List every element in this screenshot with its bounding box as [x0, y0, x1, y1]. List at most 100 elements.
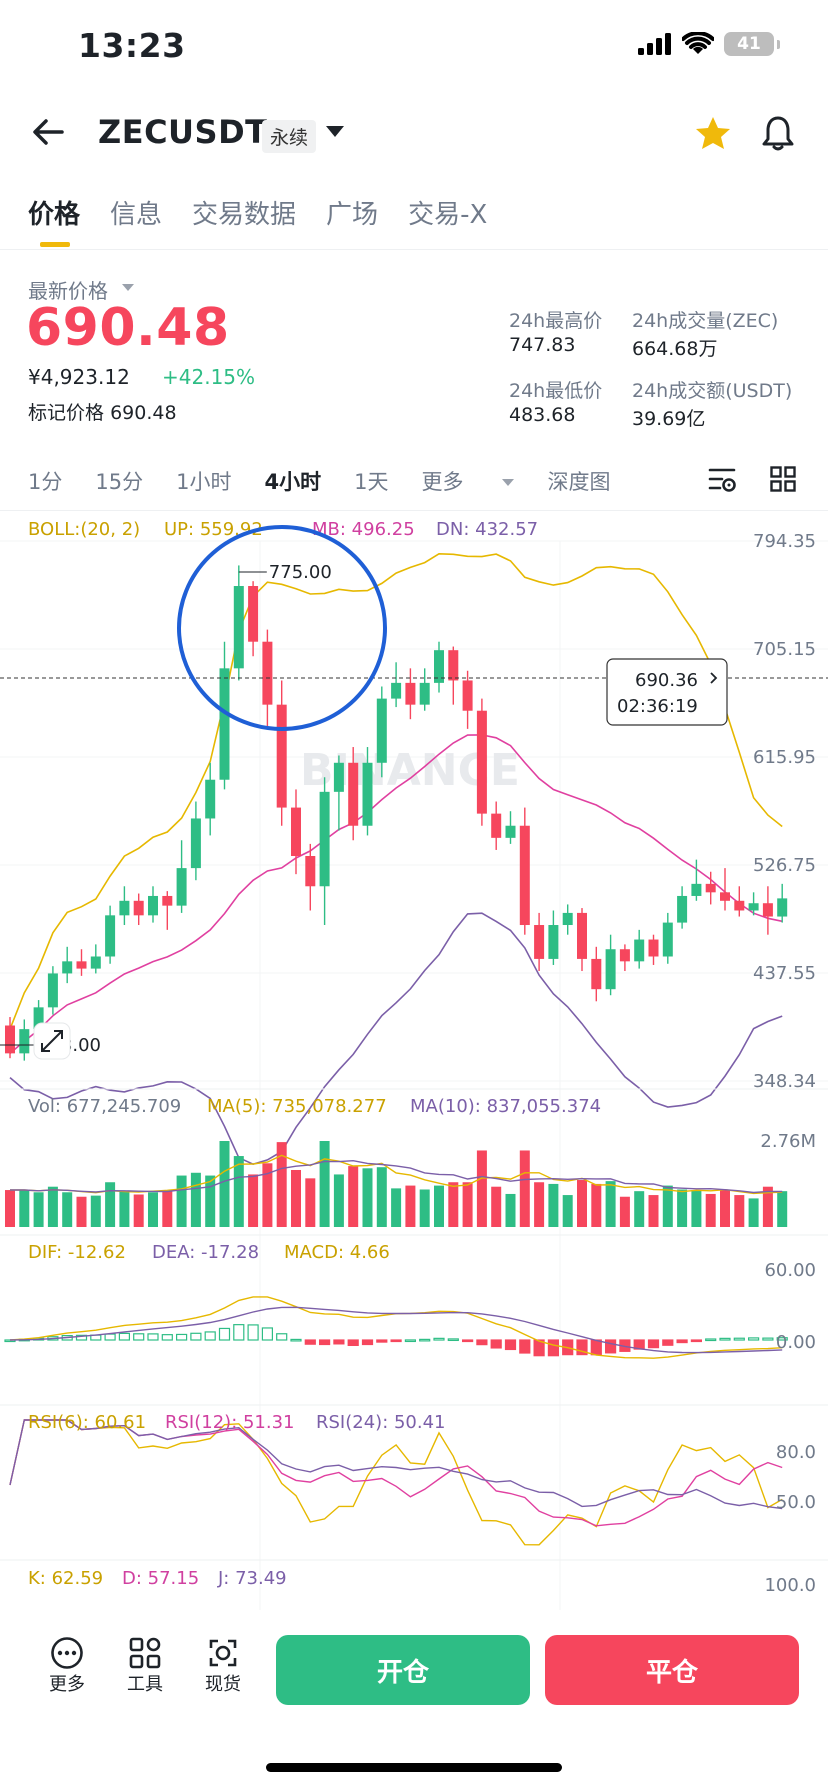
volume-bar — [405, 1185, 416, 1227]
macd-dea-line — [9, 1306, 783, 1354]
macd-histogram-bar — [333, 1339, 345, 1345]
pair-symbol[interactable]: ZECUSDT — [98, 113, 268, 151]
macd-histogram-bar — [161, 1334, 173, 1341]
macd-histogram-bar — [133, 1333, 145, 1341]
tab-square[interactable]: 广场 — [326, 200, 379, 230]
candle-body — [33, 1007, 44, 1030]
layout-grid-icon[interactable] — [770, 466, 796, 492]
main-tabs: 价格 信息 交易数据 广场 交易-X — [28, 194, 487, 231]
star-icon[interactable] — [693, 114, 733, 154]
candle-body — [276, 704, 287, 808]
volume-bar — [705, 1193, 716, 1227]
rsi-6: RSI(6): 60.61 — [28, 1412, 146, 1433]
candle-body — [119, 900, 130, 916]
boll-up: UP: 559.92 — [164, 519, 263, 540]
tab-trading-data[interactable]: 交易数据 — [192, 200, 297, 230]
candle-body — [47, 973, 58, 1008]
interval-1h[interactable]: 1小时 — [176, 470, 232, 494]
candle-body — [319, 791, 330, 887]
close-position-button[interactable]: 平仓 — [545, 1635, 799, 1705]
volume-bar — [677, 1189, 688, 1227]
candle-body — [491, 813, 502, 838]
rsi-12: RSI(12): 51.31 — [165, 1412, 295, 1433]
macd-axis-tick: 60.00 — [764, 1260, 816, 1281]
candle-body — [176, 868, 187, 906]
tab-trade-x[interactable]: 交易-X — [408, 200, 488, 230]
interval-more[interactable]: 更多 — [421, 466, 515, 496]
candle-body — [190, 818, 201, 869]
candle-body — [619, 949, 630, 962]
candle-body — [133, 900, 144, 916]
mark-price-value: 690.48 — [110, 402, 177, 424]
interval-1m[interactable]: 1分 — [28, 470, 63, 494]
candle-body — [262, 641, 273, 705]
chevron-right-icon — [710, 672, 718, 684]
home-indicator — [266, 1763, 562, 1772]
macd-histogram-bar — [747, 1337, 760, 1341]
tools-button[interactable]: 工具 — [120, 1636, 170, 1696]
kline-chart[interactable]: BINANCE BOLL:(20, 2) UP: 559.92 MB: 496.… — [0, 505, 828, 1610]
spot-label: 现货 — [205, 1674, 241, 1695]
macd-histogram-bar — [347, 1339, 359, 1347]
candle-body — [5, 1025, 15, 1054]
tools-label: 工具 — [127, 1674, 163, 1695]
macd-histogram-bar — [376, 1339, 388, 1343]
tab-info[interactable]: 信息 — [110, 200, 163, 230]
volume-bar — [462, 1182, 473, 1227]
volume-bar — [391, 1188, 402, 1227]
last-price-dropdown-icon[interactable] — [122, 284, 134, 291]
interval-1d[interactable]: 1天 — [354, 470, 389, 494]
boll-label: BOLL:(20, 2) — [28, 519, 140, 540]
candle-body — [19, 1029, 30, 1054]
volume-bar — [90, 1195, 101, 1227]
volume-bar — [190, 1172, 201, 1227]
macd-histogram-bar — [462, 1339, 474, 1343]
macd-histogram-bar — [433, 1337, 445, 1341]
candle-body — [476, 710, 487, 814]
macd-histogram-bar — [647, 1339, 660, 1349]
tab-price[interactable]: 价格 — [28, 200, 81, 230]
macd-histogram-bar — [604, 1339, 617, 1354]
active-tab-indicator — [40, 242, 70, 247]
candle-body — [548, 925, 559, 959]
candle-body — [534, 925, 545, 959]
candle-body — [519, 825, 530, 926]
price-axis-tick: 348.34 — [753, 1071, 816, 1092]
volume-bar — [777, 1191, 788, 1227]
candle-body — [634, 939, 645, 962]
macd-dif-line — [9, 1296, 783, 1359]
last-price-label[interactable]: 最新价格 — [28, 279, 108, 303]
wifi-icon — [682, 32, 714, 54]
macd-histogram-bar — [590, 1339, 602, 1356]
boll-mb: MB: 496.25 — [312, 519, 415, 540]
volume-bar — [505, 1193, 516, 1227]
candle-body — [105, 915, 116, 957]
turnover-label: 24h成交额(USDT) — [632, 380, 793, 402]
more-label: 更多 — [49, 1674, 85, 1695]
volume-bar — [319, 1141, 330, 1227]
interval-4h[interactable]: 4小时 — [264, 470, 322, 494]
spot-button[interactable]: 现货 — [198, 1636, 248, 1696]
expand-icon — [41, 1030, 63, 1052]
candle-body — [333, 762, 344, 792]
more-button[interactable]: 更多 — [42, 1636, 92, 1696]
back-arrow-icon[interactable] — [28, 112, 68, 152]
macd-histogram-bar — [75, 1334, 88, 1341]
macd-histogram-bar — [118, 1332, 131, 1341]
volume-bar — [634, 1191, 645, 1227]
more-caret-icon — [502, 479, 515, 486]
mark-price-label: 标记价格 — [28, 402, 105, 424]
interval-15m[interactable]: 15分 — [95, 470, 144, 494]
rsi-24: RSI(24): 50.41 — [316, 1412, 446, 1433]
depth-chart-tab[interactable]: 深度图 — [547, 470, 611, 494]
chart-settings-icon[interactable] — [708, 466, 738, 494]
bell-icon[interactable] — [760, 113, 796, 153]
current-price-tag[interactable] — [606, 658, 728, 726]
volume-bar — [333, 1174, 344, 1227]
open-position-button[interactable]: 开仓 — [276, 1635, 530, 1705]
macd-histogram-bar — [719, 1337, 731, 1341]
volume-ma10-line — [10, 1159, 783, 1194]
price-change: +42.15% — [162, 365, 256, 389]
pair-dropdown-icon[interactable] — [326, 126, 344, 137]
candle-body — [677, 895, 688, 923]
